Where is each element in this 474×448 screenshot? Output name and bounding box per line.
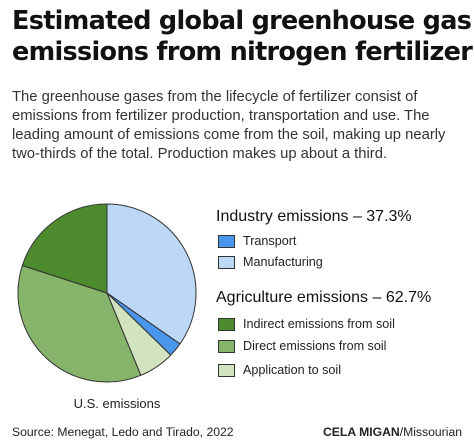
legend-item-direct-soil: Direct emissions from soil [218,338,386,354]
chart-title: Estimated global greenhouse gas emission… [12,6,473,68]
legend-agriculture-heading: Agriculture emissions – 62.7% [216,289,432,306]
legend-swatch-transport [218,234,235,248]
chart-subtitle: The greenhouse gases from the lifecycle … [12,89,446,162]
credit-org: /Missourian [399,425,462,439]
legend-item-indirect-soil: Indirect emissions from soil [218,316,395,332]
pie-slice-direct-emissions-from-soil [17,265,142,383]
source-note: Source: Menegat, Ledo and Tirado, 2022 [12,425,234,439]
legend-item-manufacturing: Manufacturing [218,254,323,270]
legend-swatch-direct-soil [218,339,235,353]
legend-label-manufacturing: Manufacturing [243,255,323,269]
legend-swatch-application-soil [218,363,235,377]
legend-label-direct-soil: Direct emissions from soil [243,339,387,353]
pie-slice-manufacturing [106,203,197,345]
legend-industry-heading: Industry emissions – 37.3% [216,208,412,225]
footer: Source: Menegat, Ledo and Tirado, 2022 C… [12,425,462,439]
legend-label-indirect-soil: Indirect emissions from soil [243,317,395,331]
legend-item-transport: Transport [218,233,296,249]
pie-chart [17,203,197,383]
chart-title-line-1: Estimated global greenhouse gas [12,6,472,36]
credit: CELA MIGAN/Missourian [323,425,462,439]
legend-swatch-indirect-soil [218,317,235,331]
legend-label-transport: Transport [243,234,297,248]
legend-label-application-soil: Application to soil [243,363,342,377]
credit-name: CELA MIGAN [322,425,400,439]
pie-caption: U.S. emissions [73,396,161,411]
legend-item-application-soil: Application to soil [218,362,341,378]
chart-title-line-2: emissions from nitrogen fertilizer [12,37,473,67]
pie-slice-indirect-emissions-from-soil [21,203,108,294]
legend-swatch-manufacturing [218,255,235,269]
